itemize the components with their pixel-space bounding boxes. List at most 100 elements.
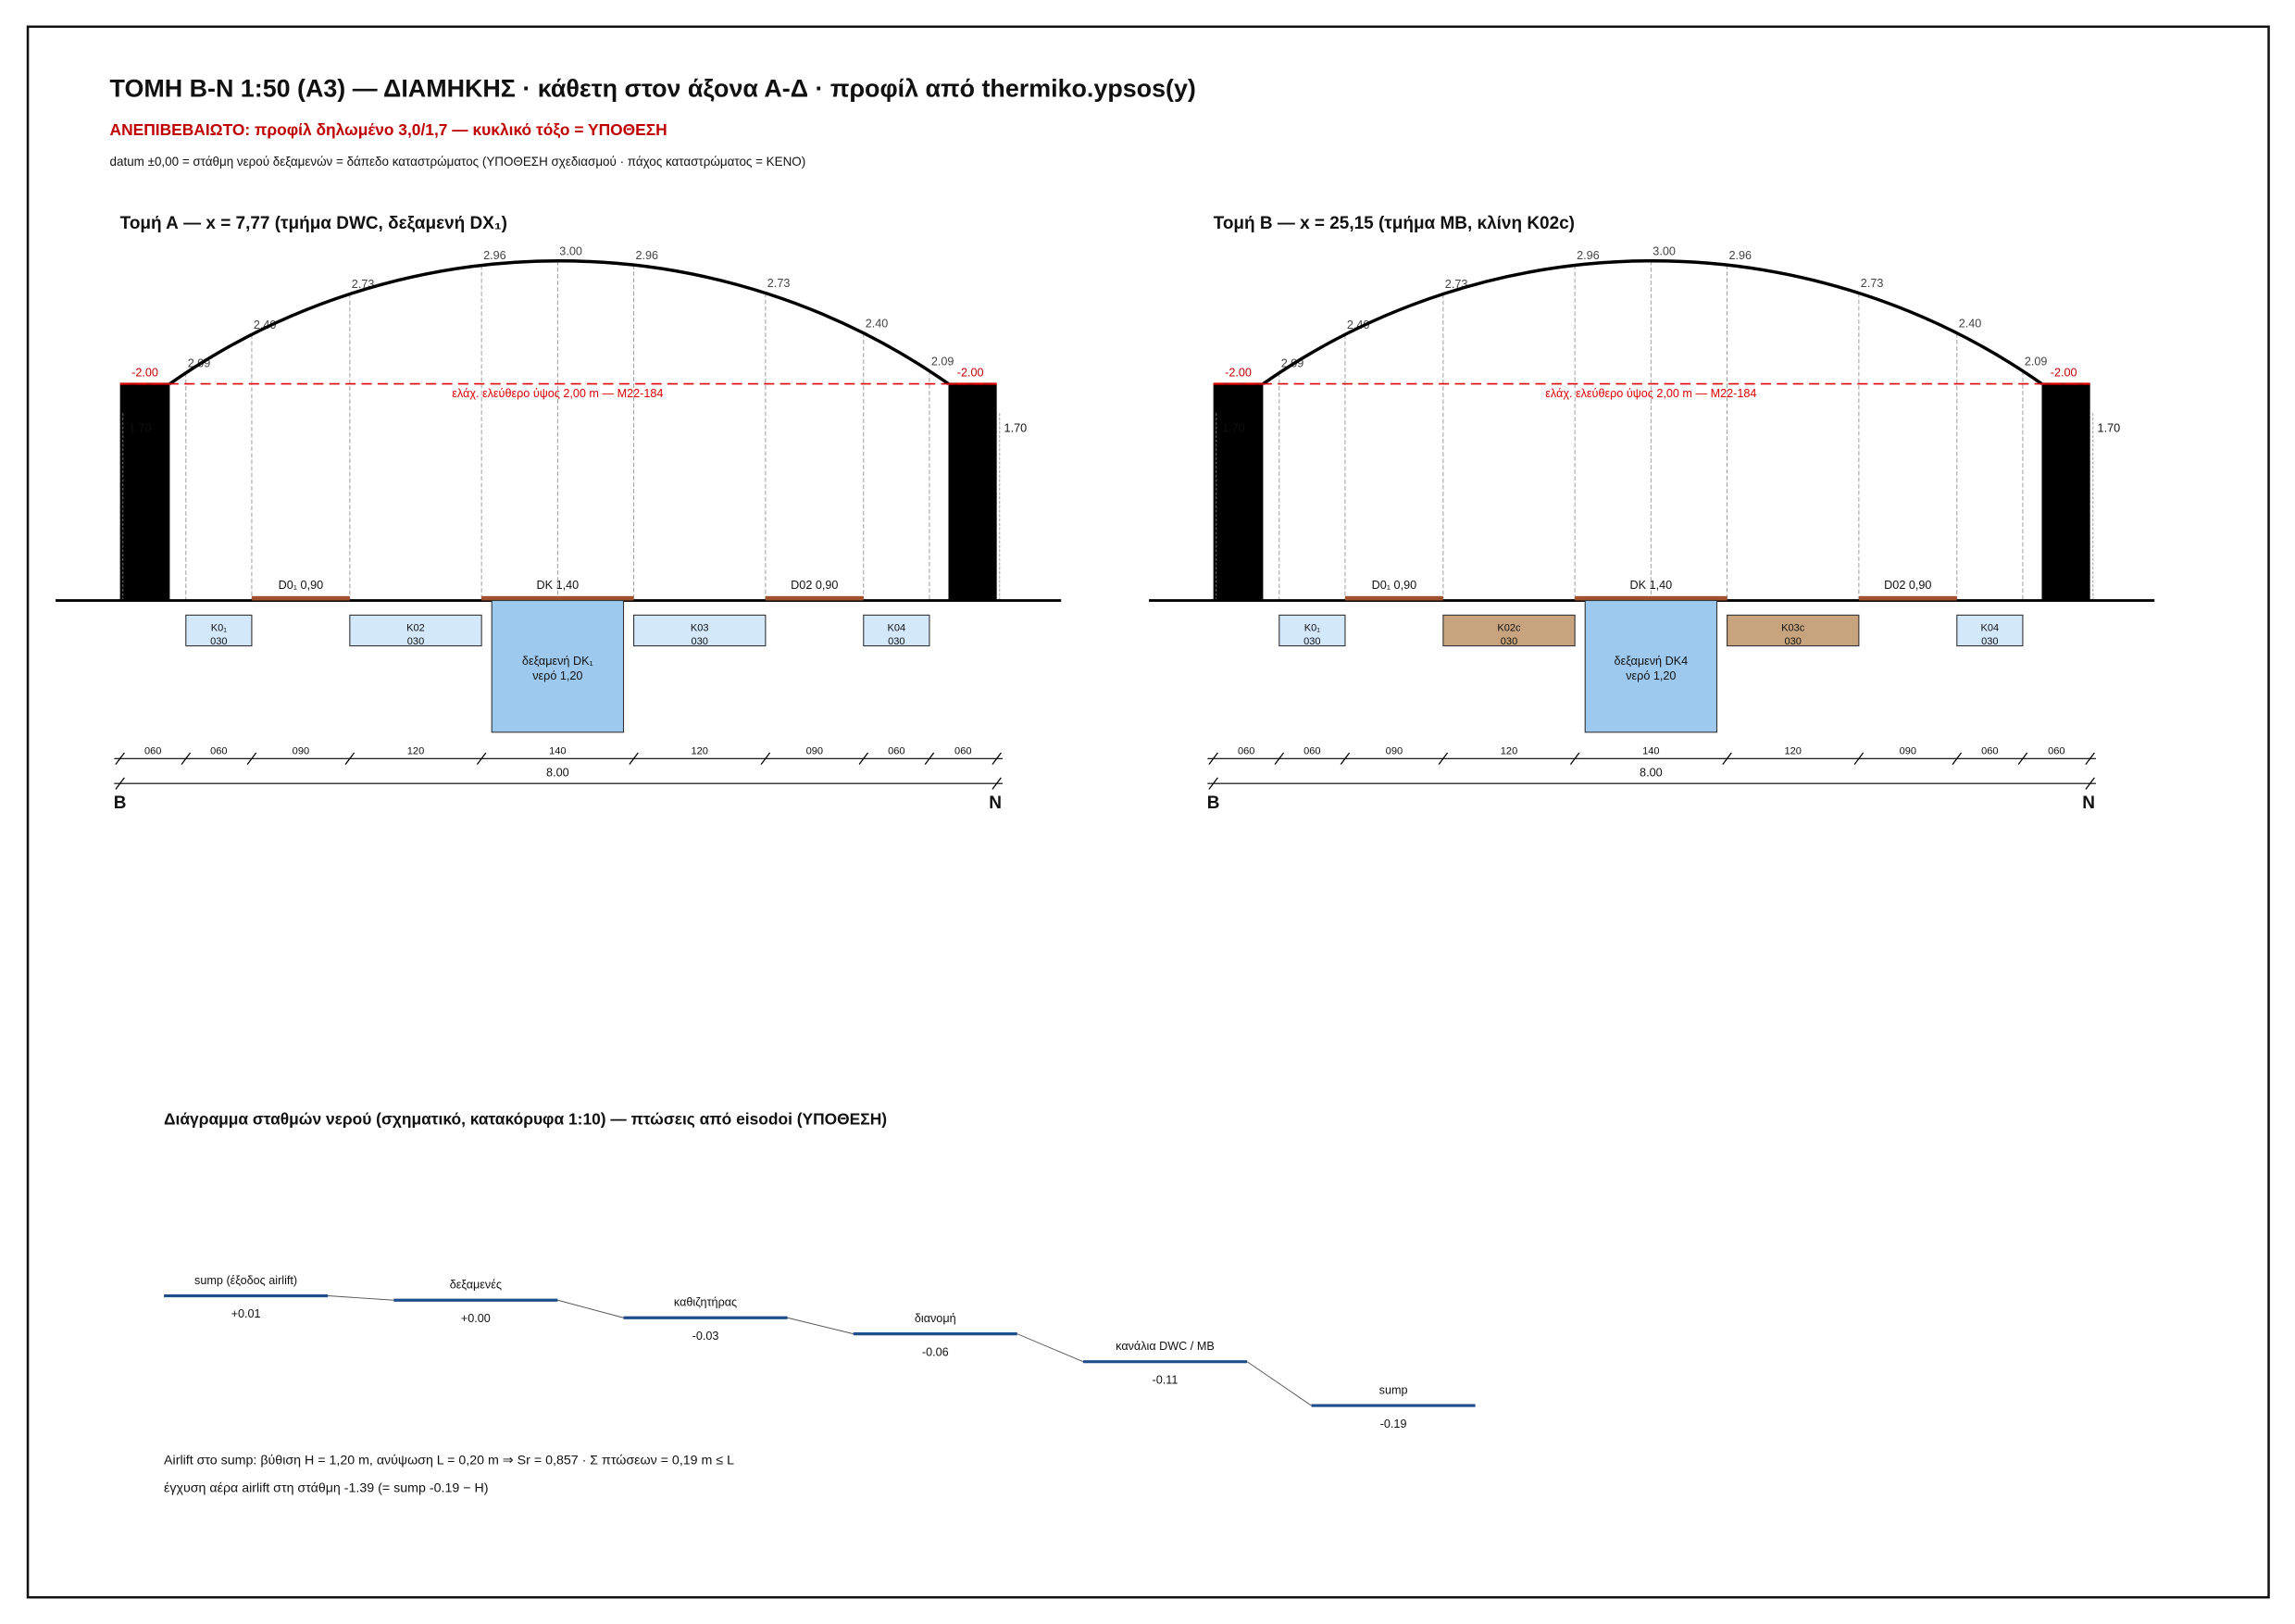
dim-tick — [858, 752, 869, 765]
floor-bar — [481, 595, 634, 601]
tray-label: K04 — [888, 623, 906, 634]
section-title: Τομή Β — x = 25,15 (τμήμα MB, κλίνη K02c… — [1214, 214, 1575, 233]
height-label: 2.96 — [483, 249, 506, 262]
dim-tick — [1274, 752, 1285, 765]
level-connector — [328, 1295, 394, 1301]
height-label: 2.40 — [1959, 317, 1982, 330]
height-label: 2.40 — [866, 317, 889, 330]
wall-level: -2.00 — [957, 367, 984, 380]
tray-box — [1956, 614, 2024, 647]
wall-height: 1.70 — [129, 422, 152, 435]
dim-label: 060 — [888, 746, 904, 757]
sheet-title: ΤΟΜΗ Β-Ν 1:50 (Α3) — ΔΙΑΜΗΚΗΣ · κάθετη σ… — [110, 75, 1196, 103]
level-name: sump — [1379, 1383, 1408, 1396]
level-connector — [1017, 1333, 1084, 1363]
tank-sub: νερό 1,20 — [532, 669, 582, 682]
dim-tick — [1569, 752, 1580, 765]
height-label: 3.00 — [1653, 244, 1676, 257]
water-note: έγχυση αέρα airlift στη στάθμη -1.39 (= … — [164, 1480, 488, 1495]
dim-label: 090 — [1386, 746, 1403, 757]
dim-tick — [2017, 752, 2028, 765]
dim-label: 060 — [1238, 746, 1254, 757]
dim-tick — [760, 752, 771, 765]
dim-label: 060 — [954, 746, 971, 757]
tray-sub: 030 — [691, 636, 707, 647]
tray-sub: 030 — [1981, 636, 1998, 647]
dim-total: 8.00 — [1640, 766, 1663, 779]
level-connector — [787, 1317, 854, 1335]
dim-tick — [181, 752, 192, 765]
wall — [119, 383, 170, 601]
tray-sub: 030 — [888, 636, 904, 647]
dim-label: 060 — [210, 746, 227, 757]
wall-height: 1.70 — [2098, 422, 2121, 435]
wall — [1213, 383, 1264, 601]
water-title: Διάγραμμα σταθμών νερού (σχηματικό, κατα… — [164, 1110, 887, 1129]
level-connector — [1246, 1361, 1312, 1406]
tray-box — [1278, 614, 1346, 647]
floor-label: D02 0,90 — [1884, 579, 1931, 592]
floor-label: DK 1,40 — [537, 579, 580, 592]
dim-tick — [1340, 752, 1351, 765]
level-value: +0.01 — [231, 1307, 261, 1320]
level-value: +0.00 — [461, 1312, 491, 1325]
tray-label: K04 — [1981, 623, 2000, 634]
tray-label: K03 — [691, 623, 709, 634]
section-title: Τομή Α — x = 7,77 (τμήμα DWC, δεξαμενή D… — [120, 214, 507, 233]
dim-tick — [1853, 752, 1865, 765]
tray-box — [185, 614, 253, 647]
dim-tick — [629, 752, 639, 765]
tray-label: K0₁ — [1304, 623, 1321, 634]
dim-tick — [1208, 752, 1218, 765]
floor-bar — [765, 595, 864, 601]
height-label: 2.40 — [1347, 319, 1370, 331]
warning: ΑΝΕΠΙΒΕΒΑΙΩΤΟ: προφίλ δηλωμένο 3,0/1,7 —… — [110, 120, 667, 139]
wall-height: 1.70 — [1222, 422, 1245, 435]
wall-level: -2.00 — [1225, 367, 1252, 380]
wall-level: -2.00 — [2051, 367, 2077, 380]
dim-label: 120 — [1501, 746, 1517, 757]
level-value: -0.03 — [692, 1330, 719, 1343]
level-value: -0.06 — [922, 1345, 949, 1358]
dim-tick — [344, 752, 355, 765]
level-value: -0.19 — [1380, 1418, 1407, 1430]
level-value: -0.11 — [1153, 1373, 1179, 1386]
end-label: B — [114, 793, 127, 813]
dim-label: 060 — [1981, 746, 1998, 757]
dim-label: 090 — [293, 746, 309, 757]
tray-sub: 030 — [407, 636, 424, 647]
tray-box — [349, 614, 482, 647]
tank — [1584, 599, 1718, 733]
dim-tick — [1952, 752, 1963, 765]
wall-level: -2.00 — [131, 367, 158, 380]
datum-note: datum ±0,00 = στάθμη νερού δεξαμενών = δ… — [110, 155, 806, 169]
dim-label: 060 — [144, 746, 161, 757]
tray-label: K02c — [1497, 623, 1521, 634]
dim-tick — [2085, 777, 2095, 790]
dim-label: 060 — [2048, 746, 2064, 757]
clearance-label: ελάχ. ελεύθερο ύψος 2,00 m — M22-184 — [1545, 387, 1756, 400]
dim-tick — [115, 752, 125, 765]
height-label: 2.40 — [254, 319, 277, 331]
floor-label: D0₁ 0,90 — [279, 579, 323, 592]
dim-tick — [1438, 752, 1449, 765]
dim-label: 140 — [1642, 746, 1659, 757]
tray-sub: 030 — [210, 636, 227, 647]
tray-box — [863, 614, 930, 647]
level-name: καθιζητήρας — [674, 1296, 737, 1309]
height-label: 2.09 — [931, 355, 954, 368]
dim-label: 090 — [1900, 746, 1916, 757]
dim-tick — [992, 752, 1002, 765]
level-name: κανάλια DWC / MB — [1116, 1340, 1215, 1353]
clearance-label: ελάχ. ελεύθερο ύψος 2,00 m — M22-184 — [452, 387, 663, 400]
tank-sub: νερό 1,20 — [1626, 669, 1676, 682]
dim-label: 140 — [549, 746, 566, 757]
wall — [948, 383, 997, 601]
tank-label: δεξαμενή DK₁ — [522, 655, 593, 668]
end-label: N — [989, 793, 1002, 813]
floor-bar — [1575, 595, 1727, 601]
dim-tick — [246, 752, 257, 765]
floor-bar — [1344, 595, 1443, 601]
level-connector — [557, 1299, 624, 1318]
